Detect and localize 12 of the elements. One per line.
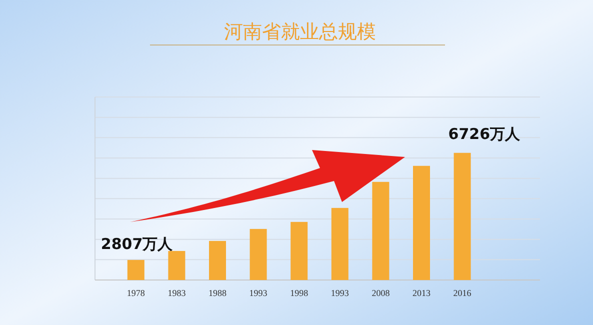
x-tick: 1993 <box>330 288 349 298</box>
x-tick: 2013 <box>412 288 430 298</box>
data-label: 6726万人 <box>448 124 520 143</box>
x-tick: 1983 <box>168 288 186 298</box>
x-tick: 1998 <box>290 288 308 298</box>
x-tick: 2016 <box>453 288 472 298</box>
x-tick: 1978 <box>126 288 145 298</box>
x-tick: 1988 <box>208 288 226 298</box>
title: 河南省就业总规模 <box>224 21 376 43</box>
x-tick: 1993 <box>249 288 268 298</box>
x-tick: 2008 <box>372 288 390 298</box>
data-label: 2807万人 <box>100 234 173 253</box>
